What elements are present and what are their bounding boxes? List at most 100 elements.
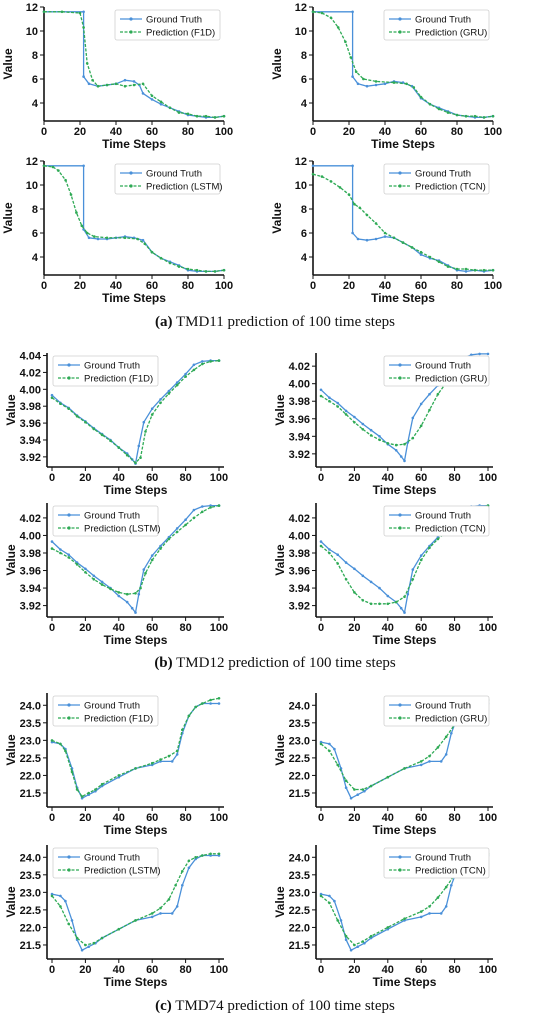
ground-truth-point xyxy=(378,586,381,590)
x-tick-label: 100 xyxy=(484,280,502,292)
legend-marker xyxy=(398,526,402,530)
prediction-point xyxy=(134,919,137,922)
prediction-point xyxy=(78,11,82,15)
legend: Ground Truth Prediction (F1D) xyxy=(114,9,221,41)
prediction-point xyxy=(87,791,90,795)
prediction-point xyxy=(319,544,323,548)
legend-marker xyxy=(398,171,402,175)
prediction-point xyxy=(336,919,340,922)
legend-marker xyxy=(398,703,402,707)
y-axis-label: Value xyxy=(273,394,287,426)
x-axis-label: Time Steps xyxy=(373,975,437,989)
y-tick-label: 3.98 xyxy=(20,548,41,560)
ground-truth-point xyxy=(351,231,354,235)
prediction-point xyxy=(117,446,121,449)
ground-truth-point xyxy=(344,561,348,564)
prediction-point xyxy=(201,510,204,514)
prediction-point xyxy=(436,537,440,541)
prediction-point xyxy=(217,359,221,362)
caption-b: (b) TMD12 prediction of 100 time steps xyxy=(154,655,396,671)
ground-truth-point xyxy=(50,393,54,397)
y-tick-label: 3.96 xyxy=(20,418,41,430)
y-tick-label: 3.94 xyxy=(20,435,42,447)
ground-truth-point xyxy=(361,422,365,426)
y-tick-label: 10 xyxy=(295,26,307,38)
prediction-point xyxy=(361,599,365,602)
x-tick-label: 60 xyxy=(146,126,158,138)
x-axis-label: Time Steps xyxy=(104,483,168,497)
x-tick-label: 60 xyxy=(146,472,158,484)
x-tick-label: 60 xyxy=(146,622,158,634)
legend-marker xyxy=(398,716,402,720)
prediction-point xyxy=(100,936,104,940)
x-tick-label: 60 xyxy=(415,126,427,138)
x-tick-label: 100 xyxy=(479,622,497,634)
legend-label: Ground Truth xyxy=(84,511,140,522)
prediction-point xyxy=(93,235,96,238)
ground-truth-point xyxy=(87,236,91,240)
prediction-point xyxy=(361,788,365,791)
x-tick-label: 80 xyxy=(448,622,460,634)
ground-truth-point xyxy=(319,388,323,392)
prediction-point xyxy=(311,172,315,176)
prediction-point xyxy=(159,401,162,405)
prediction-point xyxy=(213,270,217,273)
ground-truth-point xyxy=(132,80,136,83)
ground-truth-point xyxy=(478,352,481,356)
prediction-point xyxy=(82,26,85,29)
prediction-point xyxy=(464,267,468,271)
chart-b1: 0 20 40 60 80 100 3.92 3.94 3.96 3.98 4.00 4.02 4.04… xyxy=(4,351,228,497)
x-tick-label: 100 xyxy=(210,812,228,824)
ground-truth-point xyxy=(419,253,423,256)
x-tick-label: 0 xyxy=(49,812,55,824)
y-tick-label: 23.5 xyxy=(289,718,310,730)
legend-box xyxy=(383,163,490,195)
legend: Ground Truth Prediction (LSTM) xyxy=(52,505,161,537)
prediction-point xyxy=(329,180,333,183)
y-tick-label: 22.0 xyxy=(289,922,310,934)
legend-marker xyxy=(398,855,402,859)
legend-marker xyxy=(67,716,71,720)
prediction-point xyxy=(482,268,486,272)
x-tick-label: 80 xyxy=(179,964,191,976)
ground-truth-point xyxy=(356,82,360,86)
ground-truth-point xyxy=(150,407,154,411)
prediction-point xyxy=(123,84,127,88)
x-tick-label: 60 xyxy=(146,964,158,976)
legend-marker xyxy=(129,30,133,34)
y-tick-label: 3.96 xyxy=(289,566,310,578)
prediction-point xyxy=(319,742,323,746)
ground-truth-point xyxy=(130,606,134,610)
y-tick-label: 10 xyxy=(295,180,307,192)
prediction-point xyxy=(320,175,324,178)
prediction-point xyxy=(177,265,181,268)
prediction-point xyxy=(344,40,347,44)
prediction-point xyxy=(105,236,109,240)
ground-truth-point xyxy=(137,444,141,448)
x-tick-label: 20 xyxy=(343,280,355,292)
chart-c4: 0 20 40 60 80 100 21.5 22.0 22.5 23.0 23.5 24.0 Time… xyxy=(273,845,497,989)
prediction-point xyxy=(392,81,396,84)
prediction-point xyxy=(184,375,187,378)
chart-b3: 0 20 40 60 80 100 3.92 3.94 3.96 3.98 4.00 4.02 Time… xyxy=(4,503,228,647)
prediction-point xyxy=(92,578,96,581)
x-tick-label: 0 xyxy=(318,472,324,484)
prediction-point xyxy=(168,106,172,110)
prediction-point xyxy=(167,392,171,395)
y-axis-label: Value xyxy=(273,886,287,918)
chart-b4: 0 20 40 60 80 100 3.92 3.94 3.96 3.98 4.00 4.02 Time… xyxy=(273,503,497,647)
ground-truth-point xyxy=(64,899,67,903)
x-tick-label: 0 xyxy=(318,622,324,634)
prediction-point xyxy=(394,600,398,604)
x-axis-label: Time Steps xyxy=(371,137,435,151)
legend: Ground Truth Prediction (F1D) xyxy=(52,355,159,387)
ground-truth-point xyxy=(369,580,373,584)
legend-marker xyxy=(67,855,71,859)
legend: Ground Truth Prediction (GRU) xyxy=(383,355,490,387)
chart-c1: 0 20 40 60 80 100 21.5 22.0 22.5 23.0 23.5 24.0 Time… xyxy=(4,693,228,837)
prediction-point xyxy=(92,941,96,945)
prediction-point xyxy=(217,504,221,507)
prediction-point xyxy=(455,267,459,271)
y-tick-label: 8 xyxy=(32,204,38,216)
